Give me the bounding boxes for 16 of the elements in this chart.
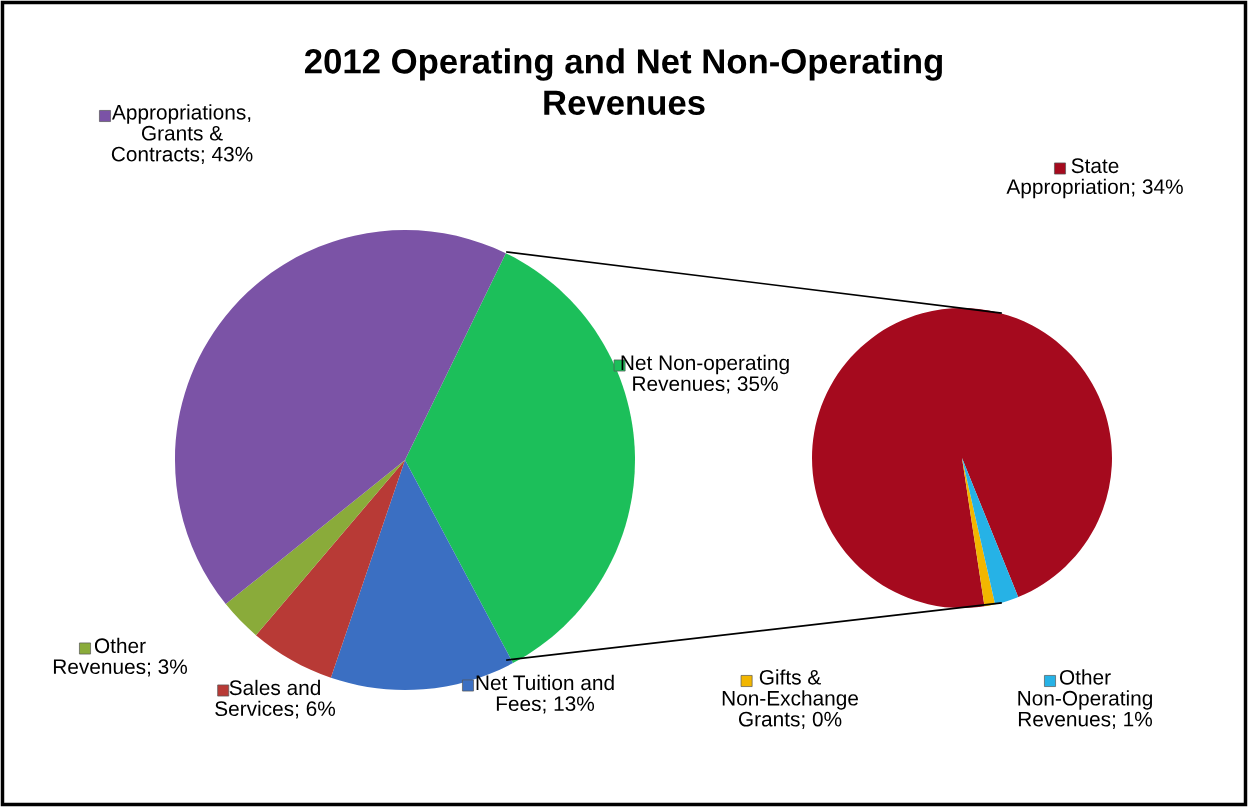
legend-label: Gifts & Non-Exchange Grants; 0% bbox=[722, 669, 858, 729]
pie-slice bbox=[255, 460, 405, 678]
pie-slice bbox=[962, 458, 996, 607]
legend-label: Sales and Services; 6% bbox=[215, 679, 336, 719]
pie-slice bbox=[962, 458, 1019, 605]
pie-slice bbox=[812, 308, 1112, 608]
legend-label: Net Tuition and Fees; 13% bbox=[476, 674, 614, 714]
legend-label: Net Non-operating Revenues; 35% bbox=[621, 354, 789, 394]
legend-label: Other Revenues; 3% bbox=[53, 637, 188, 677]
legend-label: Appropriations, Grants & Contracts; 43% bbox=[111, 104, 253, 164]
chart-title: 2012 Operating and Net Non-Operating Revenues bbox=[304, 48, 942, 115]
pie-slice bbox=[175, 230, 506, 605]
legend-label: State Appropriation; 34% bbox=[1006, 158, 1183, 199]
pie-slice bbox=[330, 460, 513, 690]
legend-label: Other Non-Operating Revenues; 1% bbox=[1018, 669, 1153, 729]
pie-slice bbox=[225, 460, 405, 636]
